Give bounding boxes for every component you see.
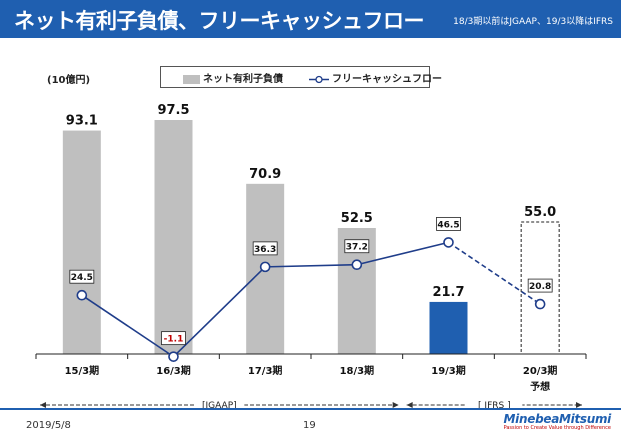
period-arrow-right <box>392 402 399 408</box>
fcf-point <box>351 259 363 271</box>
bar-value-label: 52.5 <box>341 211 373 226</box>
unit-label: (10億円) <box>47 75 91 86</box>
chart-legend: ネット有利子負債 フリーキャッシュフロー <box>160 66 442 88</box>
bar-value-label: 21.7 <box>432 285 464 300</box>
fcf-value-label: 37.2 <box>346 243 368 253</box>
x-tick-sublabel: 予想 <box>530 380 550 393</box>
period-label-bg <box>194 398 245 411</box>
logo-name: MinebeaMitsumi <box>503 412 612 426</box>
fcf-line-segment <box>356 241 449 266</box>
x-tick-label: 18/3期 <box>340 364 375 377</box>
bar-net-debt <box>429 301 468 354</box>
page-number: 19 <box>303 420 316 431</box>
fcf-point <box>76 289 88 301</box>
accounting-standard-note: 18/3期以前はJGAAP、19/3以降はIFRS <box>453 17 613 27</box>
x-tick-label: 17/3期 <box>248 364 283 377</box>
bar-net-debt <box>62 130 101 354</box>
x-tick-label: 16/3期 <box>156 364 191 377</box>
fcf-label-box <box>69 269 95 284</box>
bar-net-debt <box>154 120 193 354</box>
fcf-value-label: 46.5 <box>437 220 459 230</box>
period-label-bg <box>466 398 523 411</box>
fcf-point <box>168 351 179 362</box>
legend-line-swatch <box>309 75 329 83</box>
fcf-line-segment <box>265 263 357 268</box>
fcf-line-segment <box>81 294 174 358</box>
company-logo: MinebeaMitsumi Passion to Create Value t… <box>503 412 612 431</box>
fcf-line-segment <box>448 241 541 305</box>
legend-bar-swatch <box>183 74 200 84</box>
fcf-label-box <box>436 216 461 231</box>
fcf-point <box>534 298 546 310</box>
fcf-label-box <box>527 278 553 293</box>
period-arrow-left <box>40 402 46 408</box>
bar-value-label: 97.5 <box>157 103 189 118</box>
footer-divider <box>0 408 621 410</box>
fcf-label-box <box>344 239 370 254</box>
fcf-value-label: 24.5 <box>71 273 93 283</box>
legend-item-net-debt: ネット有利子負債 <box>183 70 283 85</box>
bar-value-label: 70.9 <box>249 167 281 182</box>
page-title: ネット有利子負債、フリーキャッシュフロー <box>14 9 425 33</box>
legend-label-net-debt: ネット有利子負債 <box>203 74 283 85</box>
fcf-label-box <box>161 331 186 346</box>
fcf-point <box>259 261 271 273</box>
header-bar: ネット有利子負債、フリーキャッシュフロー 18/3期以前はJGAAP、19/3以… <box>0 0 621 38</box>
x-tick-label: 19/3期 <box>431 364 466 377</box>
period-label: [ IFRS ] <box>478 401 511 411</box>
bar-value-label: 55.0 <box>524 205 556 220</box>
legend-label-fcf: フリーキャッシュフロー <box>332 74 442 85</box>
fcf-value-label: -1.1 <box>164 335 184 345</box>
x-tick-label: 15/3期 <box>65 364 100 377</box>
period-label: [JGAAP] <box>202 401 237 411</box>
fcf-label-box <box>252 241 278 256</box>
fcf-point <box>443 237 454 248</box>
fcf-value-label: 20.8 <box>529 282 551 292</box>
fcf-line-segment <box>172 266 266 358</box>
bar-value-label: 93.1 <box>66 114 98 129</box>
period-arrow-left <box>406 402 413 408</box>
logo-tagline: Passion to Create Value through Differen… <box>503 425 611 431</box>
x-tick-label: 20/3期 <box>523 364 558 377</box>
legend-item-fcf: フリーキャッシュフロー <box>309 70 442 85</box>
footer-date: 2019/5/8 <box>26 420 71 431</box>
period-arrow-right <box>576 402 582 408</box>
fcf-value-label: 36.3 <box>254 245 276 255</box>
